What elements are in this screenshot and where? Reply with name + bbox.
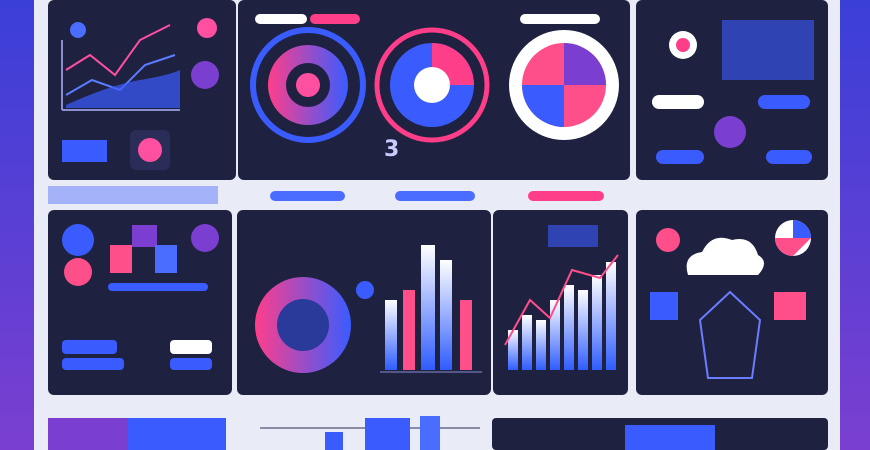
donut-and-bars (255, 245, 482, 373)
side-accent (840, 0, 870, 450)
side-accent (0, 0, 34, 450)
bar-shape (325, 432, 343, 450)
bar-shape (420, 416, 440, 450)
pill (395, 191, 475, 201)
bar-shape (365, 418, 410, 450)
gauge-label: 3 (384, 137, 399, 162)
line-chart (61, 18, 219, 170)
left-widgets (62, 224, 219, 370)
card (48, 418, 128, 450)
pill (528, 191, 604, 201)
area-bars (504, 225, 619, 370)
panel (636, 210, 828, 395)
pill (270, 191, 345, 201)
card (625, 425, 715, 450)
gauges: 3 (250, 14, 619, 162)
cloud-diagram (650, 220, 811, 379)
band (48, 186, 218, 204)
controls (652, 20, 814, 164)
